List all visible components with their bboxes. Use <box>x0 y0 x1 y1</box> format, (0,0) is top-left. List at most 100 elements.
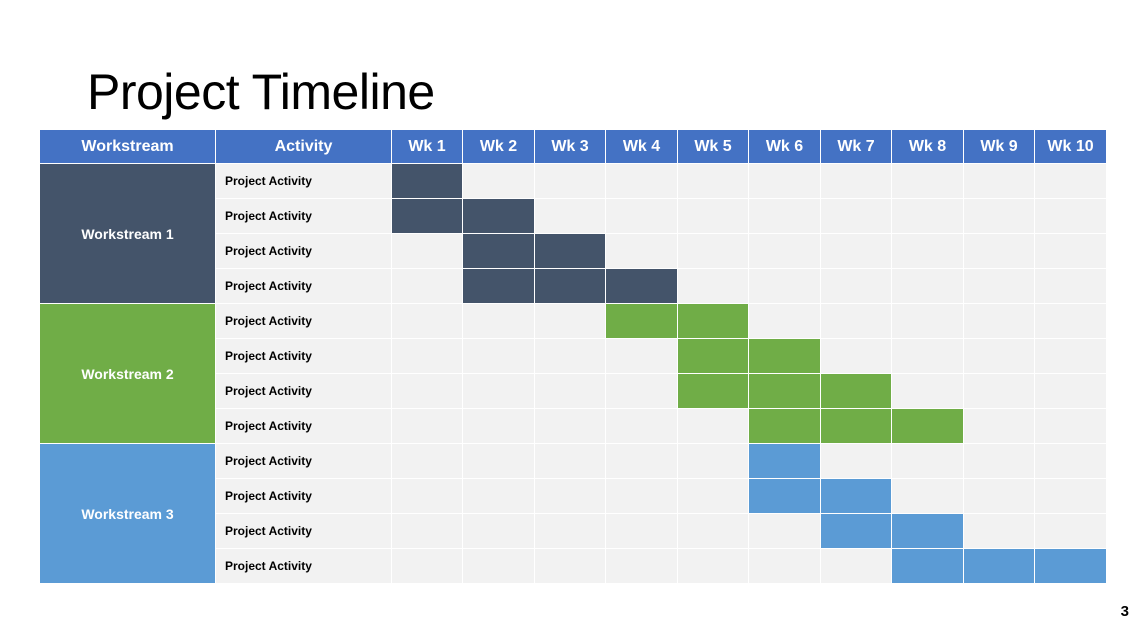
week-cell <box>820 548 892 584</box>
week-cell <box>462 163 535 199</box>
week-cell <box>677 548 749 584</box>
week-cell <box>391 513 463 549</box>
week-cell <box>820 268 892 304</box>
header-week-4: Wk 4 <box>605 129 678 164</box>
week-cell <box>748 198 821 234</box>
gantt-bar-cell <box>1034 548 1107 584</box>
header-week-2: Wk 2 <box>462 129 535 164</box>
week-cell <box>1034 443 1107 479</box>
gantt-bar-cell <box>891 408 964 444</box>
week-cell <box>534 163 606 199</box>
week-cell <box>462 373 535 409</box>
week-cell <box>605 373 678 409</box>
week-cell <box>1034 268 1107 304</box>
week-cell <box>605 198 678 234</box>
week-cell <box>677 513 749 549</box>
week-cell <box>748 163 821 199</box>
week-cell <box>605 443 678 479</box>
workstream-label: Workstream 1 <box>39 163 216 304</box>
week-cell <box>748 548 821 584</box>
gantt-bar-cell <box>891 513 964 549</box>
week-cell <box>534 478 606 514</box>
week-cell <box>1034 478 1107 514</box>
activity-label: Project Activity <box>215 303 392 339</box>
week-cell <box>963 443 1035 479</box>
table-row: Project Activity <box>40 548 1107 584</box>
week-cell <box>891 233 964 269</box>
week-cell <box>462 303 535 339</box>
week-cell <box>462 338 535 374</box>
week-cell <box>820 338 892 374</box>
week-cell <box>534 373 606 409</box>
gantt-bar-cell <box>891 548 964 584</box>
gantt-bar-cell <box>534 233 606 269</box>
activity-label: Project Activity <box>215 478 392 514</box>
gantt-bar-cell <box>748 478 821 514</box>
table-row: Workstream 3 Project Activity <box>39 443 1107 584</box>
week-cell <box>534 303 606 339</box>
activity-label: Project Activity <box>215 443 392 479</box>
week-cell <box>1034 233 1107 269</box>
week-cell <box>677 478 749 514</box>
gantt-bar-cell <box>677 338 749 374</box>
week-cell <box>534 408 606 444</box>
table-row: Project Activity <box>40 373 1107 409</box>
week-cell <box>391 338 463 374</box>
header-week-3: Wk 3 <box>534 129 606 164</box>
workstream-label: Workstream 3 <box>39 443 216 584</box>
week-cell <box>891 268 964 304</box>
week-cell <box>820 303 892 339</box>
activity-label: Project Activity <box>215 233 392 269</box>
gantt-header-row: Workstream Activity Wk 1 Wk 2 Wk 3 Wk 4 Wk 5 Wk… <box>39 129 1107 164</box>
gantt-bar-cell <box>462 268 535 304</box>
week-cell <box>391 233 463 269</box>
week-cell <box>820 443 892 479</box>
gantt-bar-cell <box>748 408 821 444</box>
week-cell <box>677 408 749 444</box>
table-row: Project Activity <box>40 198 1107 234</box>
activity-label: Project Activity <box>215 268 392 304</box>
activity-label: Project Activity <box>215 548 392 584</box>
workstream-label: Workstream 2 <box>39 303 216 444</box>
week-cell <box>605 338 678 374</box>
week-cell <box>391 268 463 304</box>
week-cell <box>462 478 535 514</box>
activity-label: Project Activity <box>215 198 392 234</box>
week-cell <box>891 373 964 409</box>
gantt-bar-cell <box>391 163 463 199</box>
week-cell <box>891 163 964 199</box>
gantt-bar-cell <box>748 338 821 374</box>
week-cell <box>963 268 1035 304</box>
week-cell <box>677 268 749 304</box>
week-cell <box>391 443 463 479</box>
gantt-bar-cell <box>820 513 892 549</box>
gantt-table: Workstream Activity Wk 1 Wk 2 Wk 3 Wk 4 Wk 5 Wk… <box>39 129 1107 584</box>
table-row: Workstream 1 Project Activity <box>39 163 1107 304</box>
week-cell <box>891 198 964 234</box>
week-cell <box>963 513 1035 549</box>
gantt-bar-cell <box>820 373 892 409</box>
week-cell <box>391 548 463 584</box>
table-row: Project Activity <box>40 408 1107 444</box>
week-cell <box>1034 303 1107 339</box>
week-cell <box>748 513 821 549</box>
activity-label: Project Activity <box>215 408 392 444</box>
gantt-bar-cell <box>605 268 678 304</box>
week-cell <box>820 233 892 269</box>
week-cell <box>891 443 964 479</box>
week-cell <box>534 338 606 374</box>
week-cell <box>748 233 821 269</box>
week-cell <box>748 303 821 339</box>
header-week-6: Wk 6 <box>748 129 821 164</box>
week-cell <box>1034 163 1107 199</box>
activity-label: Project Activity <box>215 163 392 199</box>
gantt-bar-cell <box>820 408 892 444</box>
week-cell <box>677 233 749 269</box>
gantt-bar-cell <box>462 198 535 234</box>
header-activity: Activity <box>215 129 392 164</box>
week-cell <box>462 408 535 444</box>
week-cell <box>605 513 678 549</box>
week-cell <box>1034 513 1107 549</box>
week-cell <box>963 303 1035 339</box>
week-cell <box>963 338 1035 374</box>
